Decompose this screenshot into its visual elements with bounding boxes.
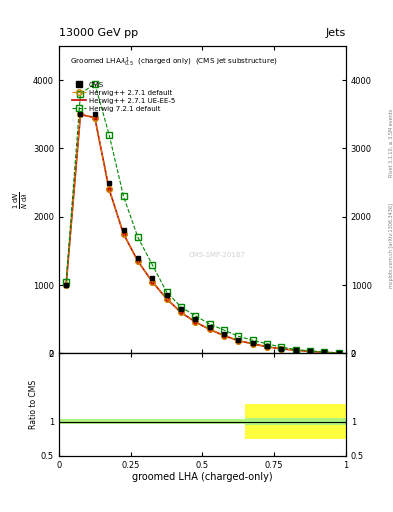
Y-axis label: Ratio to CMS: Ratio to CMS [29, 380, 38, 429]
Text: 13000 GeV pp: 13000 GeV pp [59, 28, 138, 38]
Text: Jets: Jets [325, 28, 346, 38]
Text: CMS-SMP-20187: CMS-SMP-20187 [188, 252, 245, 258]
Y-axis label: $\frac{1}{N}\frac{\mathrm{d}N}{\mathrm{d}\lambda}$: $\frac{1}{N}\frac{\mathrm{d}N}{\mathrm{d… [12, 191, 30, 208]
Text: Groomed LHA$\lambda^{1}_{0.5}$  (charged only)  (CMS jet substructure): Groomed LHA$\lambda^{1}_{0.5}$ (charged … [70, 55, 278, 69]
X-axis label: groomed LHA (charged-only): groomed LHA (charged-only) [132, 472, 273, 482]
Text: Rivet 3.1.10, ≥ 3.5M events: Rivet 3.1.10, ≥ 3.5M events [389, 109, 393, 178]
Text: mcplots.cern.ch [arXiv:1306.3436]: mcplots.cern.ch [arXiv:1306.3436] [389, 203, 393, 288]
Legend: CMS, Herwig++ 2.7.1 default, Herwig++ 2.7.1 UE-EE-5, Herwig 7.2.1 default: CMS, Herwig++ 2.7.1 default, Herwig++ 2.… [71, 80, 177, 113]
